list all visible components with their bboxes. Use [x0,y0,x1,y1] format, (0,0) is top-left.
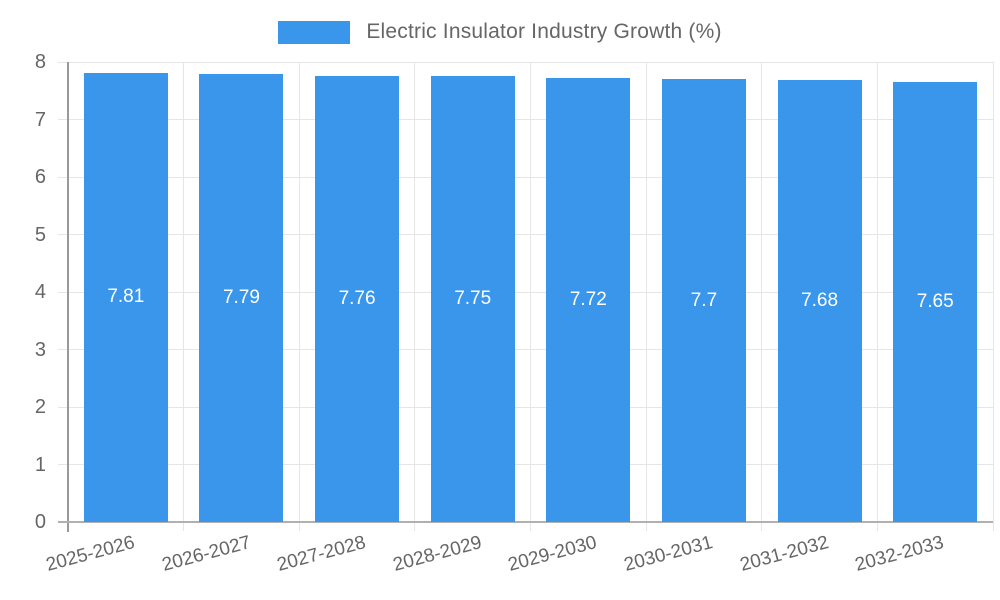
bar[interactable]: 7.76 [315,75,400,522]
x-axis-category-label: 2028-2029 [390,532,484,576]
y-axis-tick-label: 2 [34,396,46,418]
y-axis-tick-label: 6 [34,166,46,188]
y-axis-tick [58,234,68,235]
bar[interactable]: 7.68 [777,80,862,522]
x-axis-category-label: 2026-2027 [159,532,253,576]
y-axis-tick-label: 1 [34,453,46,476]
bar-value-label: 7.81 [107,286,145,308]
x-axis-tick [530,522,531,531]
y-axis-tick [58,406,68,408]
bar[interactable]: 7.7 [661,79,746,522]
x-axis-category-label: 2029-2030 [506,532,600,576]
legend-swatch-icon [278,20,351,44]
x-axis-category-label: 2030-2031 [621,532,716,576]
bar-value-label: 7.75 [454,288,492,310]
y-axis-tick [58,349,68,350]
bar-value-label: 7.76 [338,287,376,309]
bar-value-label: 7.68 [801,290,839,312]
y-axis-tick-label: 8 [34,51,46,73]
vertical-gridline [298,62,300,522]
y-axis-line [67,62,69,532]
bar-value-label: 7.7 [690,289,718,311]
vertical-gridline [992,62,994,522]
y-axis-tick-label: 0 [34,511,46,533]
bar[interactable]: 7.79 [199,74,284,522]
y-axis-tick-label: 7 [34,108,46,131]
x-axis-tick [645,522,647,531]
vertical-gridline [183,62,185,522]
x-axis-tick [761,522,763,531]
x-axis-category-label: 2027-2028 [275,532,369,576]
bar-value-label: 7.65 [916,291,954,313]
x-axis-category-label: 2031-2032 [737,532,831,576]
y-axis-tick-label: 5 [34,223,46,246]
bar[interactable]: 7.75 [430,76,515,522]
legend-label: Electric Insulator Industry Growth (%) [366,20,722,43]
x-axis-tick [992,522,994,531]
vertical-gridline [414,62,416,522]
chart-legend[interactable]: Electric Insulator Industry Growth (%) [0,20,1000,44]
x-axis-baseline [58,521,993,523]
vertical-gridline [876,62,878,522]
x-axis-tick [183,522,185,531]
y-axis-tick [58,176,68,178]
bar[interactable]: 7.81 [83,72,168,522]
vertical-gridline [761,62,763,522]
bar[interactable]: 7.65 [893,82,978,522]
vertical-gridline [645,62,647,522]
plot-area: 0 1 2 3 4 5 6 7 8 7.81 7.79 7.76 7.75 7.72 7.7 7.68 7.65… [35,51,994,576]
bar-value-label: 7.72 [569,289,607,311]
x-axis-tick [876,522,878,531]
bar-value-label: 7.79 [222,287,260,309]
y-axis-tick [58,464,68,465]
y-axis-tick [58,291,68,293]
x-axis-tick [298,522,300,531]
y-axis-tick-label: 4 [34,281,46,303]
x-axis-category-label: 2032-2033 [853,532,947,576]
y-axis-tick [58,119,68,120]
y-axis-tick-label: 3 [34,338,46,361]
x-axis-category-label: 2025-2026 [43,532,137,576]
vertical-gridline [530,62,531,522]
bar[interactable]: 7.72 [546,78,631,522]
y-axis-tick [58,61,68,63]
x-axis-tick [414,522,416,531]
